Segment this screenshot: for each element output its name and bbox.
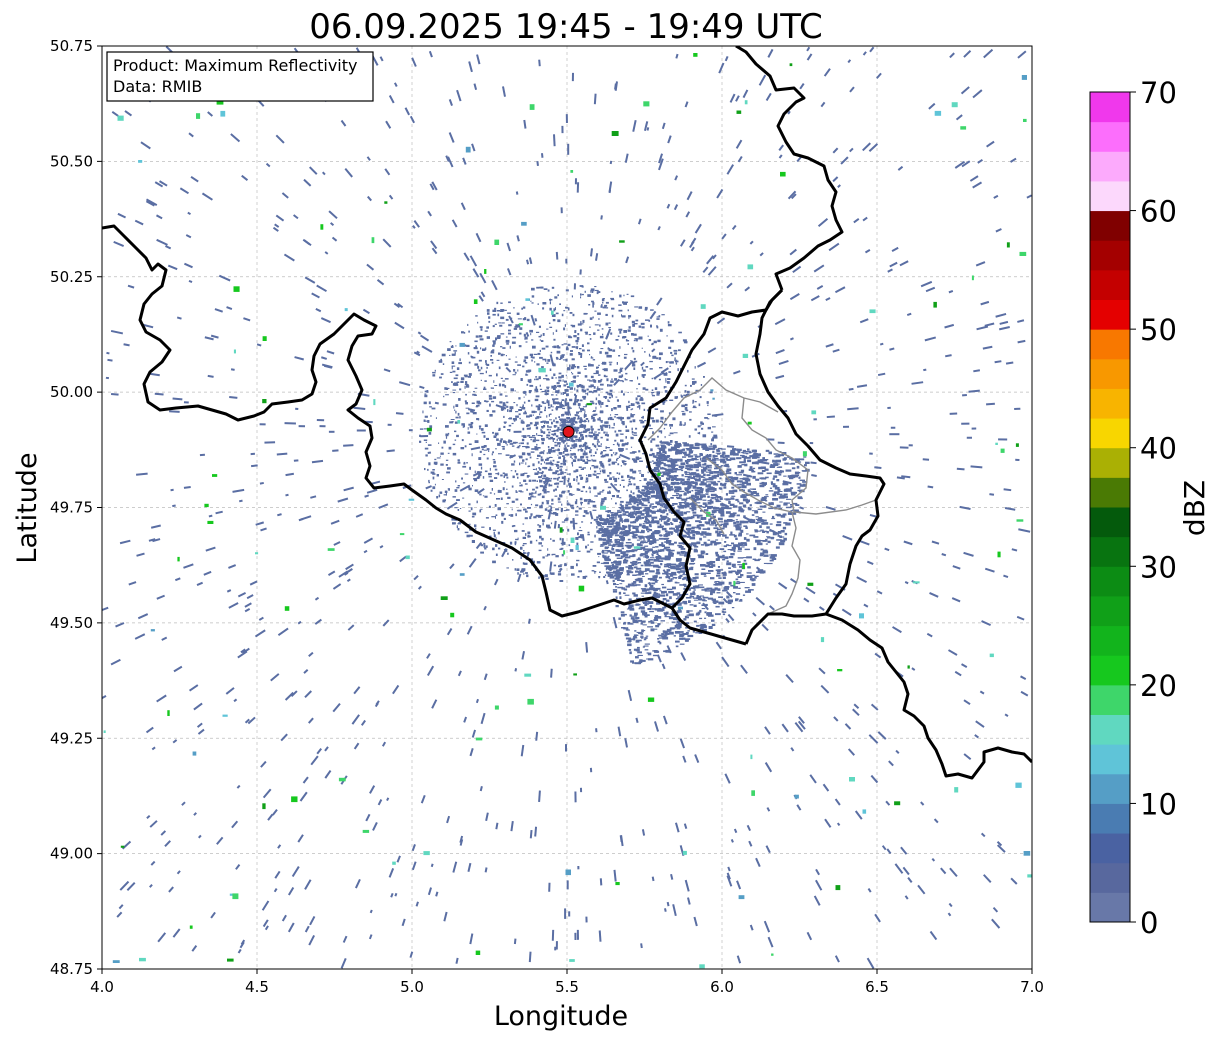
x-tick-label: 5.5 xyxy=(555,978,579,996)
colorbar-segment xyxy=(1090,833,1130,864)
colorbar-tick-label: 0 xyxy=(1140,906,1158,940)
belgium-luxembourg-border xyxy=(638,288,784,610)
y-tick-label: 49.25 xyxy=(50,729,93,747)
colorbar-segment xyxy=(1090,329,1130,360)
x-tick-label: 7.0 xyxy=(1020,978,1044,996)
colorbar-segment xyxy=(1090,210,1130,241)
y-axis-ticks: 48.75 49.00 49.25 49.50 49.75 50.00 50.25 50.50… xyxy=(50,37,102,978)
chart-title: 06.09.2025 19:45 - 19:49 UTC xyxy=(309,7,823,47)
y-tick-label: 49.75 xyxy=(50,499,93,517)
radar-echoes xyxy=(102,46,1032,969)
lu-fr-segment xyxy=(670,607,747,646)
country-borders xyxy=(102,46,1032,780)
map-panel[interactable]: Product: Maximum Reflectivity Data: RMIB xyxy=(101,45,1033,970)
colorbar-tick-label: 40 xyxy=(1140,432,1177,466)
colorbar-segment xyxy=(1090,744,1130,775)
colorbar-segment xyxy=(1090,566,1130,597)
info-product: Product: Maximum Reflectivity xyxy=(113,56,357,75)
info-box: Product: Maximum Reflectivity Data: RMIB xyxy=(106,51,374,102)
colorbar: 0 10 20 30 40 50 60 70 dBZ xyxy=(1089,76,1211,940)
colorbar-ticks: 0 10 20 30 40 50 60 70 xyxy=(1130,76,1177,940)
colorbar-segment xyxy=(1090,714,1130,745)
colorbar-segment xyxy=(1090,773,1130,804)
colorbar-segment xyxy=(1090,121,1130,152)
colorbar-frame xyxy=(1089,91,1131,923)
y-tick-label: 48.75 xyxy=(50,960,93,978)
colorbar-segment xyxy=(1090,358,1130,389)
france-germany-border xyxy=(825,612,1032,780)
y-tick-label: 50.75 xyxy=(50,37,93,55)
colorbar-segment xyxy=(1090,418,1130,449)
x-axis-label: Longitude xyxy=(494,1001,628,1032)
x-tick-label: 6.5 xyxy=(865,978,889,996)
y-tick-label: 50.00 xyxy=(50,383,93,401)
colorbar-segment xyxy=(1090,388,1130,419)
colorbar-segment xyxy=(1090,447,1130,478)
colorbar-segment xyxy=(1090,92,1130,123)
colorbar-tick-label: 60 xyxy=(1140,195,1177,229)
colorbar-segment xyxy=(1090,655,1130,686)
info-source: Data: RMIB xyxy=(113,77,202,96)
y-tick-label: 49.50 xyxy=(50,614,93,632)
x-tick-label: 4.0 xyxy=(90,978,114,996)
colorbar-segment xyxy=(1090,477,1130,508)
x-tick-label: 4.5 xyxy=(245,978,269,996)
colorbar-segment xyxy=(1090,595,1130,627)
colorbar-tick-label: 50 xyxy=(1140,313,1177,347)
luxembourg-germany-border xyxy=(744,288,886,645)
colorbar-tick-label: 30 xyxy=(1140,550,1177,584)
colorbar-tick-label: 10 xyxy=(1140,787,1177,821)
y-tick-label: 50.50 xyxy=(50,152,93,170)
colorbar-segment xyxy=(1090,240,1130,271)
colorbar-segment xyxy=(1090,299,1130,330)
colorbar-segment xyxy=(1090,536,1130,567)
colorbar-segment xyxy=(1090,803,1130,834)
colorbar-tick-label: 70 xyxy=(1140,76,1177,110)
colorbar-label: dBZ xyxy=(1178,480,1211,536)
y-tick-label: 50.25 xyxy=(50,268,93,286)
radar-site-marker[interactable] xyxy=(562,425,575,438)
y-tick-label: 49.00 xyxy=(50,845,93,863)
colorbar-segment xyxy=(1090,684,1130,715)
colorbar-segment xyxy=(1090,625,1130,656)
province-boundaries xyxy=(647,377,877,615)
colorbar-segment xyxy=(1090,892,1130,923)
belgium-germany-border xyxy=(735,46,844,291)
colorbar-segments xyxy=(1090,92,1130,923)
colorbar-segment xyxy=(1090,269,1130,300)
colorbar-segment xyxy=(1090,507,1130,538)
x-tick-label: 5.0 xyxy=(400,978,424,996)
colorbar-tick-label: 20 xyxy=(1140,669,1177,703)
colorbar-segment xyxy=(1090,151,1130,182)
x-tick-label: 6.0 xyxy=(710,978,734,996)
colorbar-segment xyxy=(1090,862,1130,893)
belgium-france-border xyxy=(102,224,673,618)
y-axis-label: Latitude xyxy=(12,452,43,563)
colorbar-segment xyxy=(1090,180,1130,212)
x-axis-ticks: 4.0 4.5 5.0 5.5 6.0 6.5 7.0 xyxy=(90,969,1044,996)
